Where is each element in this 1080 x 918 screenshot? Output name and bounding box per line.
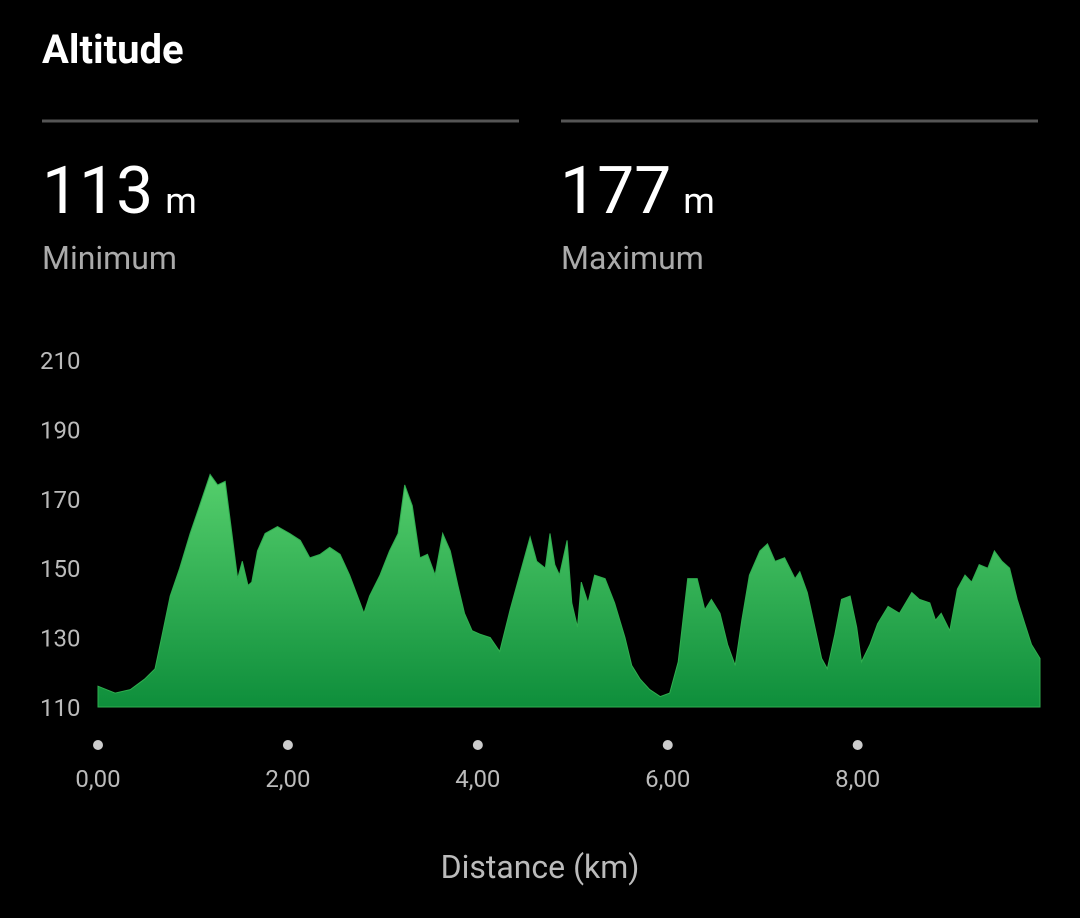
x-tick-dot: [852, 740, 863, 750]
x-tick-label: 8,00: [835, 765, 880, 793]
y-tick-label: 210: [40, 347, 80, 375]
y-tick-label: 150: [40, 555, 80, 583]
y-tick-label: 170: [40, 486, 80, 514]
x-axis-label: Distance (km): [441, 848, 640, 886]
title: Altitude: [42, 26, 184, 73]
x-tick-dot: [472, 740, 483, 750]
y-tick-label: 110: [40, 694, 80, 722]
x-tick-dot: [93, 740, 103, 750]
x-tick-dot: [662, 740, 673, 750]
y-tick-label: 190: [40, 416, 80, 444]
stat-label: Minimum: [42, 239, 177, 277]
stat-minimum: 113 m: [42, 153, 197, 230]
x-tick-label: 6,00: [645, 765, 690, 793]
x-tick-dot: [282, 740, 293, 750]
stat-label: Maximum: [561, 239, 704, 277]
x-tick-label: 4,00: [455, 765, 500, 793]
x-tick-label: 2,00: [265, 765, 310, 793]
stat-maximum: 177 m: [560, 153, 715, 230]
x-tick-label: 0,00: [75, 765, 120, 793]
altitude-area: [97, 473, 1041, 708]
y-tick-label: 130: [40, 625, 80, 653]
